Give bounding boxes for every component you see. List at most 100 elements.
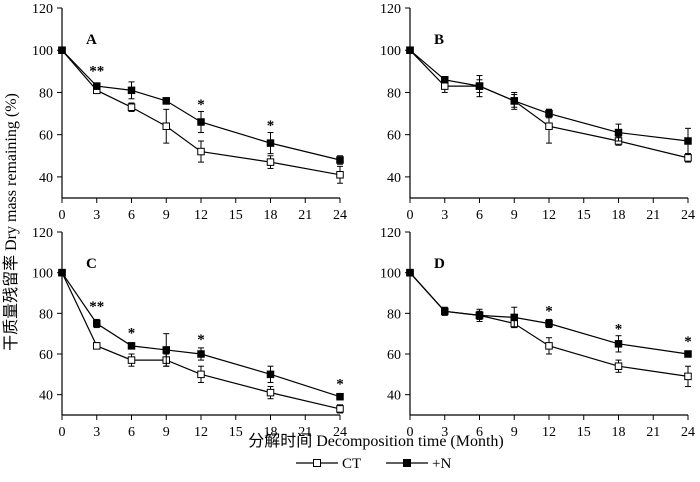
n-point (614, 340, 623, 348)
series-n (406, 268, 692, 358)
ct-point (336, 405, 344, 413)
panel-letter: B (434, 32, 444, 48)
significance-marker: ** (89, 299, 104, 315)
x-tick-label: 3 (93, 208, 100, 223)
panel-B: 40 60 80 100 120 0 3 6 9 12 15 18 21 24 B (380, 2, 695, 223)
x-tick-label: 9 (163, 208, 170, 223)
x-tick-label: 9 (511, 425, 518, 440)
x-tick-label: 24 (333, 208, 347, 223)
x-tick-label: 12 (542, 208, 556, 223)
x-tick-label: 0 (59, 208, 66, 223)
n-point (58, 268, 66, 277)
y-tick-label: 120 (32, 2, 53, 17)
ct-point (545, 122, 553, 130)
x-tick-label: 0 (59, 425, 66, 440)
x-tick-label: 0 (407, 208, 414, 223)
panel-letter: C (86, 256, 97, 272)
y-tick-label: 40 (39, 171, 53, 186)
x-tick-label: 3 (441, 425, 448, 440)
y-tick-label: 40 (39, 389, 53, 404)
legend-marker (313, 459, 321, 467)
n-point (406, 268, 414, 277)
y-tick-label: 100 (380, 267, 401, 282)
y-tick-label: 80 (387, 86, 401, 101)
n-point (614, 128, 623, 137)
x-tick-label: 3 (93, 425, 100, 440)
y-tick-label: 60 (387, 348, 401, 363)
x-tick-label: 18 (612, 208, 626, 223)
n-point (162, 346, 170, 354)
series-n (406, 46, 692, 155)
x-tick-label: 12 (194, 425, 208, 440)
significance-marker: * (267, 118, 275, 134)
n-point (684, 350, 692, 358)
x-tick-label: 12 (542, 425, 556, 440)
x-tick-label: 18 (264, 208, 278, 223)
y-tick-label: 80 (387, 307, 401, 322)
significance-marker: * (128, 326, 136, 342)
y-tick-label: 40 (387, 171, 401, 186)
x-tick-label: 18 (264, 425, 278, 440)
n-point (475, 311, 484, 320)
x-tick-label: 9 (511, 208, 518, 223)
n-point (441, 307, 449, 316)
ct-point (684, 154, 692, 162)
y-tick-label: 60 (387, 129, 401, 144)
n-point (58, 46, 66, 54)
ct-point (441, 82, 449, 90)
ct-point (266, 158, 275, 166)
y-tick-label: 100 (380, 44, 401, 59)
n-point (510, 97, 518, 105)
significance-marker: ** (89, 63, 104, 79)
n-point (127, 86, 136, 95)
ct-point (93, 342, 101, 350)
x-tick-label: 15 (229, 425, 243, 440)
significance-marker: * (615, 322, 623, 338)
x-tick-label: 0 (407, 425, 414, 440)
n-point (93, 82, 101, 90)
x-tick-label: 6 (476, 425, 483, 440)
ct-point (684, 372, 692, 381)
n-point (266, 139, 275, 147)
significance-marker: * (545, 303, 553, 319)
legend-label: +N (432, 456, 451, 472)
x-tick-label: 21 (646, 425, 660, 440)
y-tick-label: 80 (39, 307, 53, 322)
x-tick-label: 9 (163, 425, 170, 440)
x-tick-label: 24 (681, 425, 695, 440)
series-ct (406, 46, 692, 163)
ct-point (614, 362, 623, 370)
x-tick-label: 15 (577, 208, 591, 223)
n-point (266, 370, 275, 379)
n-point (545, 109, 553, 118)
legend-item-ct: CT (296, 456, 361, 472)
y-tick-label: 80 (39, 86, 53, 101)
x-tick-label: 24 (333, 425, 347, 440)
y-axis-title: 干质量残留率 Dry mass remaining (%) (2, 93, 20, 351)
legend-item-n: +N (386, 456, 451, 472)
y-tick-label: 100 (32, 267, 53, 282)
x-tick-label: 18 (612, 425, 626, 440)
y-tick-label: 60 (39, 348, 53, 363)
y-tick-label: 60 (39, 129, 53, 144)
x-tick-label: 15 (577, 425, 591, 440)
ct-point (127, 103, 136, 111)
n-point (127, 342, 136, 350)
series-n (58, 46, 344, 165)
n-point (475, 82, 484, 90)
ct-point (197, 147, 205, 156)
significance-marker: * (684, 334, 692, 350)
n-point (441, 76, 449, 84)
n-point (197, 350, 205, 358)
y-tick-label: 40 (387, 389, 401, 404)
ct-point (197, 370, 205, 379)
series-n (58, 268, 344, 401)
x-tick-label: 6 (128, 208, 135, 223)
y-tick-label: 120 (32, 226, 53, 241)
y-tick-label: 100 (32, 44, 53, 59)
n-point (336, 392, 344, 401)
